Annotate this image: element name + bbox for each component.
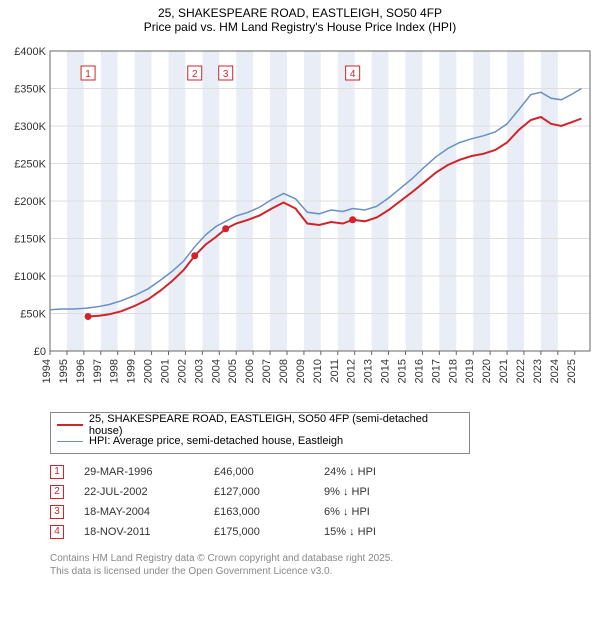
footer-line2: This data is licensed under the Open Gov… [50,565,600,578]
sales-row: 3 18-MAY-2004£163,0006% ↓ HPI [50,502,600,522]
sales-row-delta: 24% ↓ HPI [324,466,434,478]
svg-text:£0: £0 [34,346,46,358]
sales-row-date: 22-JUL-2002 [84,486,214,498]
sales-row-date: 18-MAY-2004 [84,506,214,518]
svg-text:1999: 1999 [126,359,138,383]
sales-row-marker: 3 [50,505,64,519]
svg-text:2008: 2008 [278,359,290,383]
svg-text:1996: 1996 [75,359,87,383]
svg-text:2003: 2003 [193,359,205,383]
sale-marker-dot-2 [191,252,198,259]
svg-text:2013: 2013 [363,359,375,383]
legend-swatch [57,424,83,426]
svg-text:1995: 1995 [58,359,70,383]
svg-text:2007: 2007 [261,359,273,383]
svg-text:2000: 2000 [143,359,155,383]
svg-text:2005: 2005 [227,359,239,383]
title-address: 25, SHAKESPEARE ROAD, EASTLEIGH, SO50 4F… [0,6,600,20]
svg-text:£250K: £250K [14,159,46,171]
svg-text:2015: 2015 [396,359,408,383]
sales-row-price: £175,000 [214,526,324,538]
footer-line1: Contains HM Land Registry data © Crown c… [50,552,600,565]
svg-text:2009: 2009 [295,359,307,383]
svg-text:£400K: £400K [14,46,46,58]
svg-text:2022: 2022 [515,359,527,383]
svg-text:£350K: £350K [14,84,46,96]
footer-attribution: Contains HM Land Registry data © Crown c… [50,552,600,578]
svg-text:2001: 2001 [159,359,171,383]
svg-text:2012: 2012 [346,359,358,383]
sales-row-price: £163,000 [214,506,324,518]
svg-text:2014: 2014 [380,359,392,383]
svg-text:2004: 2004 [210,359,222,383]
svg-text:2010: 2010 [312,359,324,383]
sale-marker-dot-1 [85,313,92,320]
legend-swatch [57,441,83,442]
sales-row-marker: 4 [50,525,64,539]
svg-text:2002: 2002 [176,359,188,383]
sales-row: 1 29-MAR-1996£46,00024% ↓ HPI [50,462,600,482]
svg-text:1997: 1997 [92,359,104,383]
sales-row-delta: 15% ↓ HPI [324,526,434,538]
sales-table: 1 29-MAR-1996£46,00024% ↓ HPI 2 22-JUL-2002… [50,462,600,542]
svg-text:2021: 2021 [498,359,510,383]
legend-label: 25, SHAKESPEARE ROAD, EASTLEIGH, SO50 4F… [89,413,463,437]
svg-text:2024: 2024 [549,359,561,383]
svg-text:1: 1 [85,69,91,80]
sales-row: 2 22-JUL-2002£127,0009% ↓ HPI [50,482,600,502]
sales-row-marker: 1 [50,465,64,479]
svg-text:£50K: £50K [20,309,46,321]
chart-title: 25, SHAKESPEARE ROAD, EASTLEIGH, SO50 4F… [0,0,600,36]
title-subtitle: Price paid vs. HM Land Registry's House … [0,20,600,34]
sales-row-date: 29-MAR-1996 [84,466,214,478]
sales-row-marker: 2 [50,485,64,499]
sales-row-price: £127,000 [214,486,324,498]
legend-item: 25, SHAKESPEARE ROAD, EASTLEIGH, SO50 4F… [57,417,463,433]
svg-text:2: 2 [192,69,198,80]
legend: 25, SHAKESPEARE ROAD, EASTLEIGH, SO50 4F… [50,412,470,454]
sales-row-delta: 6% ↓ HPI [324,506,434,518]
svg-text:£100K: £100K [14,271,46,283]
svg-text:2023: 2023 [532,359,544,383]
svg-text:3: 3 [223,69,229,80]
svg-text:2020: 2020 [481,359,493,383]
svg-text:1998: 1998 [109,359,121,383]
svg-text:2025: 2025 [566,359,578,383]
sale-marker-dot-3 [222,225,229,232]
svg-text:2017: 2017 [430,359,442,383]
svg-text:2016: 2016 [413,359,425,383]
sales-row: 4 18-NOV-2011£175,00015% ↓ HPI [50,522,600,542]
sale-marker-dot-4 [349,216,356,223]
price-chart: £0 £50K £100K £150K £200K £250K £300K £350K £400… [0,36,600,406]
svg-text:£150K: £150K [14,234,46,246]
sales-row-price: £46,000 [214,466,324,478]
svg-text:£300K: £300K [14,121,46,133]
sales-row-delta: 9% ↓ HPI [324,486,434,498]
svg-text:2019: 2019 [464,359,476,383]
svg-text:1994: 1994 [41,359,53,383]
svg-text:2006: 2006 [244,359,256,383]
svg-text:2011: 2011 [329,359,341,383]
svg-text:2018: 2018 [447,359,459,383]
legend-label: HPI: Average price, semi-detached house,… [89,435,343,447]
svg-text:4: 4 [350,69,356,80]
chart-svg: £0 £50K £100K £150K £200K £250K £300K £350K £400… [0,36,600,406]
svg-text:£200K: £200K [14,196,46,208]
sales-row-date: 18-NOV-2011 [84,526,214,538]
